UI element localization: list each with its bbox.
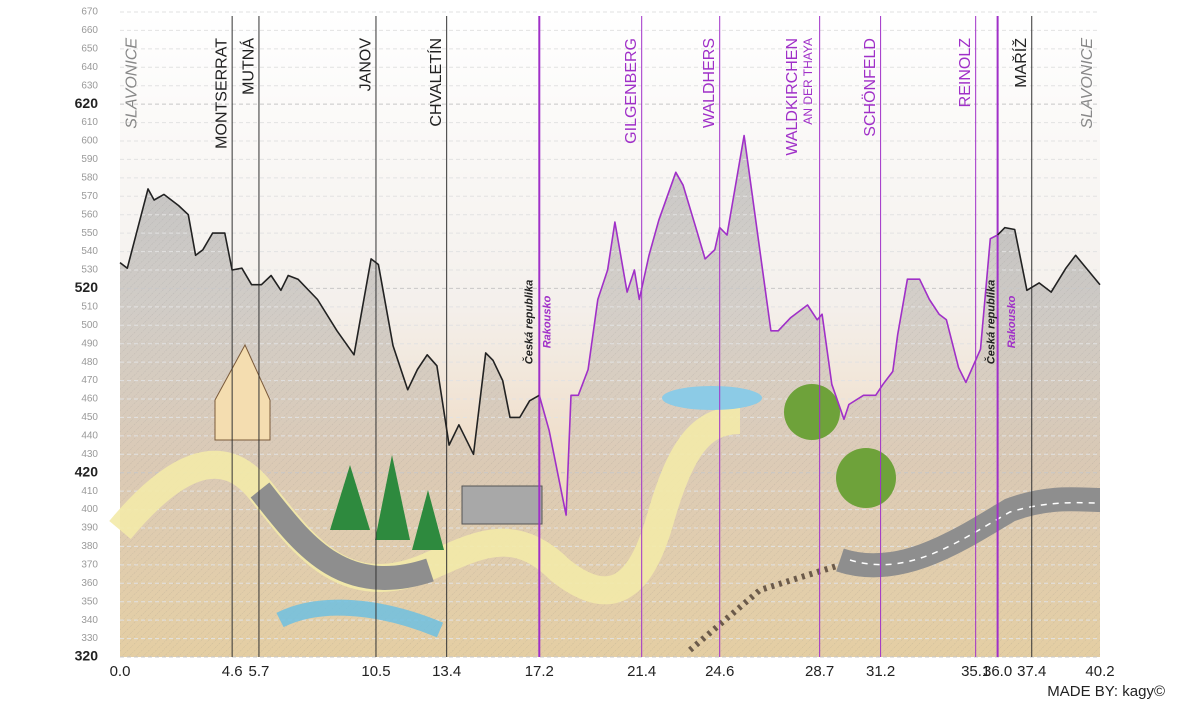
x-tick-label: 13.4: [432, 663, 461, 680]
y-tick-label: 530: [81, 265, 98, 276]
y-tick-label: 360: [81, 578, 98, 589]
x-tick-label: 31.2: [866, 663, 895, 680]
y-tick-label: 390: [81, 523, 98, 534]
y-tick-label: 340: [81, 615, 98, 626]
y-tick-label: 570: [81, 191, 98, 202]
country-label: Rakousko: [1006, 295, 1018, 348]
place-label: SCHÖNFELD: [861, 38, 879, 137]
y-tick-label: 630: [81, 80, 98, 91]
y-tick-label: 450: [81, 412, 98, 423]
y-tick-label: 560: [81, 209, 98, 220]
x-tick-label: 24.6: [705, 663, 734, 680]
y-tick-label: 540: [81, 246, 98, 257]
y-tick-label: 580: [81, 172, 98, 183]
y-tick-label: 350: [81, 596, 98, 607]
y-tick-label: 510: [81, 301, 98, 312]
x-tick-label: 17.2: [525, 663, 554, 680]
x-tick-label: 40.2: [1085, 663, 1114, 680]
profile-hatch: [997, 227, 1100, 657]
y-tick-label: 440: [81, 430, 98, 441]
place-label: JANOV: [357, 38, 374, 92]
y-tick-label: 670: [81, 7, 98, 18]
x-tick-label: 36.0: [983, 663, 1012, 680]
y-tick-label: 320: [75, 648, 99, 664]
y-tick-label: 520: [75, 279, 99, 295]
y-tick-label: 610: [81, 117, 98, 128]
profile-line: [538, 134, 998, 516]
y-tick-label: 460: [81, 394, 98, 405]
y-tick-label: 660: [81, 25, 98, 36]
profile-line: [119, 188, 540, 456]
x-tick-label: 0.0: [110, 663, 131, 680]
place-label: GILGENBERG: [623, 38, 640, 144]
x-tick-label: 5.7: [249, 663, 270, 680]
place-label: CHVALETÍN: [426, 38, 445, 127]
y-tick-label: 650: [81, 43, 98, 54]
place-label: SLAVONICE: [123, 38, 140, 129]
country-label: Česká republika: [522, 280, 535, 364]
x-tick-label: 28.7: [805, 663, 834, 680]
place-label: WALDKIRCHEN: [784, 38, 801, 156]
y-tick-label: 380: [81, 541, 98, 552]
place-label: MONTSERRAT: [214, 38, 231, 149]
x-tick-label: 10.5: [361, 663, 390, 680]
y-tick-label: 370: [81, 559, 98, 570]
x-tick-label: 21.4: [627, 663, 656, 680]
profile-line: [997, 226, 1101, 293]
country-label: Rakousko: [542, 295, 554, 348]
credit: MADE BY: kagy©: [1047, 683, 1165, 700]
y-tick-label: 410: [81, 486, 98, 497]
y-tick-label: 470: [81, 375, 98, 386]
x-tick-label: 37.4: [1017, 663, 1046, 680]
x-tick-label: 4.6: [222, 663, 243, 680]
y-tick-label: 600: [81, 136, 98, 147]
scenery: [109, 343, 1101, 653]
place-label: MUTNÁ: [238, 38, 257, 95]
y-tick-label: 640: [81, 62, 98, 73]
y-tick-label: 330: [81, 633, 98, 644]
y-tick-label: 430: [81, 449, 98, 460]
y-tick-label: 420: [75, 463, 99, 479]
y-tick-label: 500: [81, 320, 98, 331]
y-tick-label: 590: [81, 154, 98, 165]
place-label: SLAVONICE: [1079, 38, 1096, 129]
y-tick-label: 480: [81, 357, 98, 368]
x-tick-label: 35.1: [961, 663, 990, 680]
place-label: MAŘÍŽ: [1011, 38, 1030, 88]
y-tick-label: 400: [81, 504, 98, 515]
y-tick-label: 620: [75, 95, 99, 111]
y-tick-label: 490: [81, 338, 98, 349]
y-tick-label: 550: [81, 228, 98, 239]
place-label: REINOLZ: [957, 38, 974, 108]
place-sublabel: AN DER THAYA: [801, 38, 815, 125]
country-label: Česká republika: [984, 280, 997, 364]
place-label: WALDHERS: [701, 38, 718, 128]
